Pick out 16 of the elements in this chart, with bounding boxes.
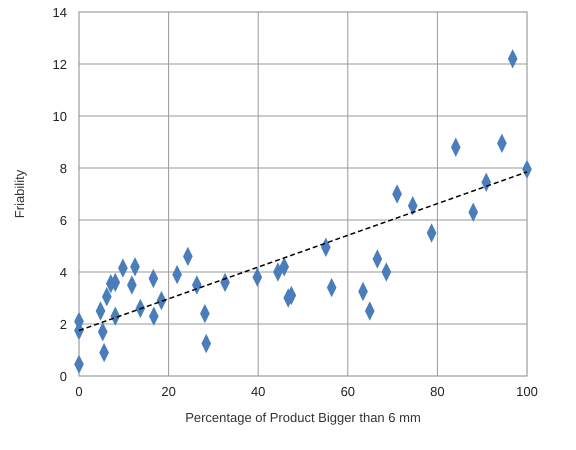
y-tick-label: 12 bbox=[52, 57, 67, 72]
x-tick-label: 80 bbox=[430, 384, 445, 399]
y-tick-label: 8 bbox=[60, 161, 67, 176]
x-tick-label: 40 bbox=[250, 384, 266, 399]
y-tick-label: 0 bbox=[60, 369, 67, 384]
y-tick-label: 6 bbox=[60, 213, 67, 228]
x-axis-title: Percentage of Product Bigger than 6 mm bbox=[185, 410, 421, 425]
y-tick-label: 2 bbox=[60, 317, 67, 332]
x-tick-label: 20 bbox=[161, 384, 176, 399]
y-axis-title: Friability bbox=[12, 169, 27, 218]
y-tick-label: 10 bbox=[52, 109, 67, 124]
y-tick-label: 14 bbox=[52, 5, 67, 20]
y-tick-label: 4 bbox=[60, 265, 67, 280]
x-tick-label: 100 bbox=[516, 384, 538, 399]
x-tick-label: 0 bbox=[75, 384, 83, 399]
x-tick-label: 60 bbox=[340, 384, 356, 399]
